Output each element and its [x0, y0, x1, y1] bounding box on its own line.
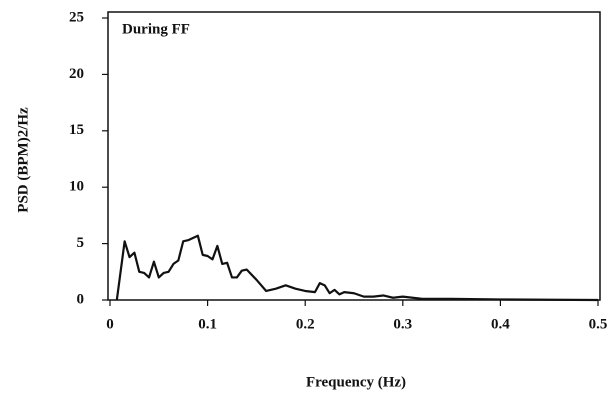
x-tick-label: 0.2: [296, 316, 315, 332]
x-tick-label: 0: [106, 316, 114, 332]
y-tick-label: 0: [77, 291, 85, 307]
y-tick-label: 10: [69, 179, 84, 195]
y-tick-label: 15: [69, 122, 84, 138]
x-tick-label: 0.4: [491, 316, 510, 332]
x-tick-label: 0.3: [393, 316, 412, 332]
annotation: During FF: [122, 21, 190, 37]
x-tick-label: 0.5: [589, 316, 608, 332]
y-tick-label: 5: [77, 235, 85, 251]
x-tick-label: 0.1: [198, 316, 217, 332]
y-tick-label: 20: [69, 66, 84, 82]
x-axis-label: Frequency (Hz): [306, 374, 406, 390]
plot-frame: [107, 11, 601, 301]
data-line: [115, 234, 599, 302]
y-axis-label: PSD (BPM)2/Hz: [15, 107, 31, 213]
y-tick-label: 25: [69, 9, 84, 25]
